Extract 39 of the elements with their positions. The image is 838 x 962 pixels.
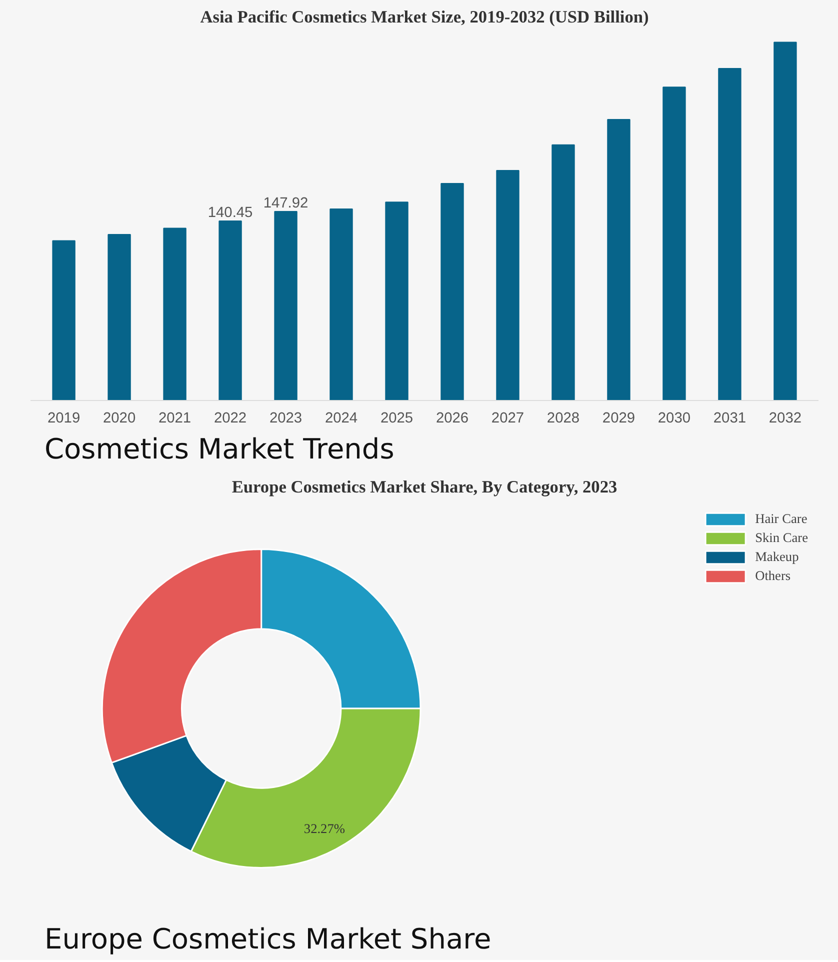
bar xyxy=(774,42,797,400)
bar xyxy=(274,210,298,400)
x-tick-label: 2022 xyxy=(214,410,247,426)
legend-label: Others xyxy=(755,568,791,584)
bar xyxy=(385,202,408,400)
x-tick-label: 2031 xyxy=(713,410,746,426)
legend-label: Hair Care xyxy=(755,511,808,527)
bar xyxy=(108,234,131,400)
text: Europe Cosmetics Market Share xyxy=(44,922,492,956)
data-label: 32.27% xyxy=(304,820,345,836)
x-tick-label: 2025 xyxy=(380,410,414,426)
x-tick-label: 2020 xyxy=(102,410,136,426)
x-tick-label: 2024 xyxy=(324,410,358,426)
bar xyxy=(218,220,242,400)
data-label: 147.92 xyxy=(263,195,308,212)
x-tick-label: 2028 xyxy=(546,410,580,426)
x-tick-label: 2021 xyxy=(158,410,192,426)
bar xyxy=(330,208,353,400)
bar xyxy=(662,86,686,400)
bar xyxy=(52,240,76,400)
legend-label: Skin Care xyxy=(755,530,808,546)
x-tick-label: 2027 xyxy=(491,410,524,426)
legend-label: Makeup xyxy=(755,549,799,565)
chart-title: Asia Pacific Cosmetics Market Size, 2019-2032 (USD Billion) xyxy=(200,8,649,26)
x-tick-label: 2019 xyxy=(47,410,80,426)
x-tick-label: 2029 xyxy=(602,410,636,426)
x-tick-label: 2032 xyxy=(768,410,802,426)
text: Cosmetics Market Trends xyxy=(44,432,394,466)
chart-title: Europe Cosmetics Market Share, By Category, 2023 xyxy=(232,478,618,496)
x-tick-label: 2026 xyxy=(436,410,469,426)
bar xyxy=(718,68,742,400)
x-tick-label: 2030 xyxy=(658,410,691,426)
data-label: 140.45 xyxy=(208,204,253,221)
x-tick-label: 2023 xyxy=(269,410,302,426)
bar xyxy=(552,144,575,400)
bar xyxy=(607,118,630,400)
bar xyxy=(163,228,186,400)
bar xyxy=(496,170,520,400)
bar xyxy=(440,182,464,400)
